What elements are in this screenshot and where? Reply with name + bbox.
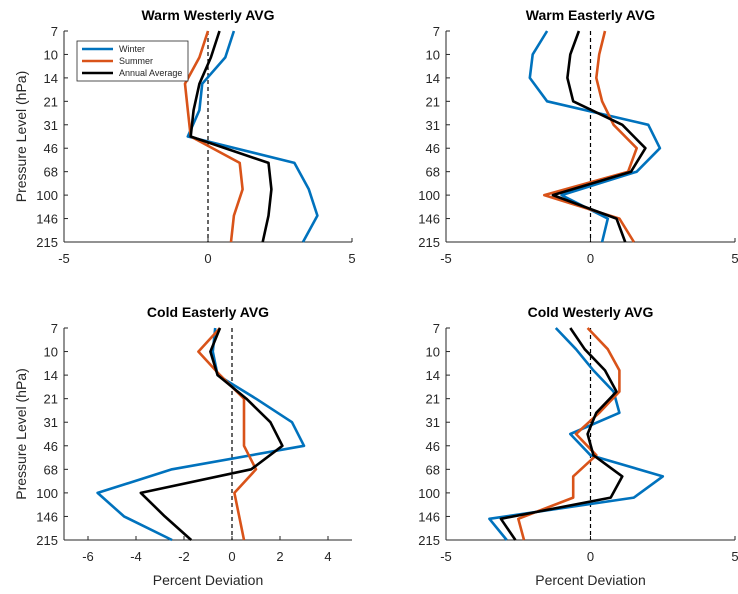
y-tick-label: 100 — [36, 188, 58, 203]
y-tick-label: 146 — [418, 212, 440, 227]
chart-title: Warm Westerly AVG — [141, 7, 274, 23]
x-axis-label: Percent Deviation — [153, 572, 264, 588]
y-tick-label: 14 — [426, 71, 440, 86]
y-tick-label: 7 — [51, 24, 58, 39]
y-tick-label: 68 — [426, 165, 440, 180]
x-tick-label: 5 — [348, 251, 355, 266]
y-tick-label: 46 — [44, 141, 58, 156]
x-tick-label: -5 — [440, 251, 452, 266]
y-tick-label: 46 — [426, 439, 440, 454]
y-tick-label: 21 — [426, 392, 440, 407]
y-tick-label: 215 — [418, 533, 440, 548]
y-tick-label: 215 — [36, 235, 58, 250]
y-axis-label: Pressure Level (hPa) — [13, 71, 29, 203]
series-line — [197, 327, 258, 541]
chart-title: Warm Easterly AVG — [526, 7, 656, 23]
series-line — [96, 327, 306, 542]
y-tick-label: 7 — [433, 321, 440, 336]
x-tick-label: 0 — [228, 549, 235, 564]
series-line — [189, 30, 273, 243]
series-line — [139, 327, 284, 541]
y-tick-label: 31 — [44, 118, 58, 133]
y-tick-label: 215 — [36, 533, 58, 548]
y-tick-label: 31 — [426, 415, 440, 430]
x-tick-label: -6 — [82, 549, 94, 564]
y-tick-label: 46 — [44, 439, 58, 454]
series-line — [516, 327, 621, 541]
y-tick-label: 215 — [418, 235, 440, 250]
chart-title: Cold Westerly AVG — [528, 304, 654, 320]
legend-entry: Annual Average — [119, 68, 182, 78]
chart-title: Cold Easterly AVG — [147, 304, 269, 320]
x-tick-label: 0 — [587, 251, 594, 266]
y-axis-label: Pressure Level (hPa) — [13, 368, 29, 500]
x-tick-label: 0 — [204, 251, 211, 266]
y-tick-label: 10 — [426, 345, 440, 360]
chart-panel: 7 10 14 21 31 46 68 100 146 215-5 0 5 Cold Westerly … — [418, 304, 738, 588]
y-tick-label: 14 — [44, 71, 58, 86]
y-tick-label: 68 — [44, 462, 58, 477]
y-tick-label: 46 — [426, 141, 440, 156]
y-tick-label: 68 — [426, 462, 440, 477]
x-tick-label: 0 — [587, 549, 594, 564]
y-tick-label: 146 — [36, 509, 58, 524]
y-tick-label: 10 — [44, 47, 58, 62]
x-tick-label: -5 — [440, 549, 452, 564]
y-tick-label: 100 — [36, 486, 58, 501]
y-tick-label: 146 — [36, 212, 58, 227]
y-tick-label: 100 — [418, 188, 440, 203]
series-line — [488, 327, 665, 541]
legend-entry: Winter — [119, 44, 145, 54]
x-tick-label: 2 — [276, 549, 283, 564]
series-line — [551, 30, 647, 243]
y-tick-label: 100 — [418, 486, 440, 501]
y-tick-label: 14 — [426, 368, 440, 383]
y-tick-label: 21 — [44, 94, 58, 109]
legend-box — [76, 40, 189, 82]
y-tick-label: 7 — [433, 24, 440, 39]
x-tick-label: -2 — [178, 549, 190, 564]
y-tick-label: 31 — [426, 118, 440, 133]
y-tick-label: 21 — [426, 94, 440, 109]
y-tick-label: 146 — [418, 509, 440, 524]
chart-panel: 7 10 14 21 31 46 68 100 146 215 -6 -4 -2 0 2 4 Cold East… — [13, 304, 352, 588]
y-tick-label: 10 — [426, 47, 440, 62]
series-line — [186, 30, 319, 243]
y-tick-label: 68 — [44, 165, 58, 180]
series-line — [499, 327, 624, 541]
y-tick-label: 7 — [51, 321, 58, 336]
y-tick-label: 10 — [44, 345, 58, 360]
x-tick-label: -4 — [130, 549, 142, 564]
y-tick-label: 31 — [44, 415, 58, 430]
y-tick-label: 21 — [44, 392, 58, 407]
x-tick-label: -5 — [58, 251, 70, 266]
legend: Winter Summer Annual Average — [76, 40, 189, 82]
chart-panel: 7 10 14 21 31 46 68 100 146 215-5 0 5 Warm Westerly … — [13, 7, 356, 266]
x-tick-label: 5 — [731, 549, 738, 564]
legend-entry: Summer — [119, 56, 153, 66]
y-tick-label: 14 — [44, 368, 58, 383]
chart-panel: 7 10 14 21 31 46 68 100 146 215-5 0 5 Warm Easterly … — [418, 7, 738, 266]
x-axis-label: Percent Deviation — [535, 572, 646, 588]
x-tick-label: 5 — [731, 251, 738, 266]
x-tick-label: 4 — [324, 549, 331, 564]
